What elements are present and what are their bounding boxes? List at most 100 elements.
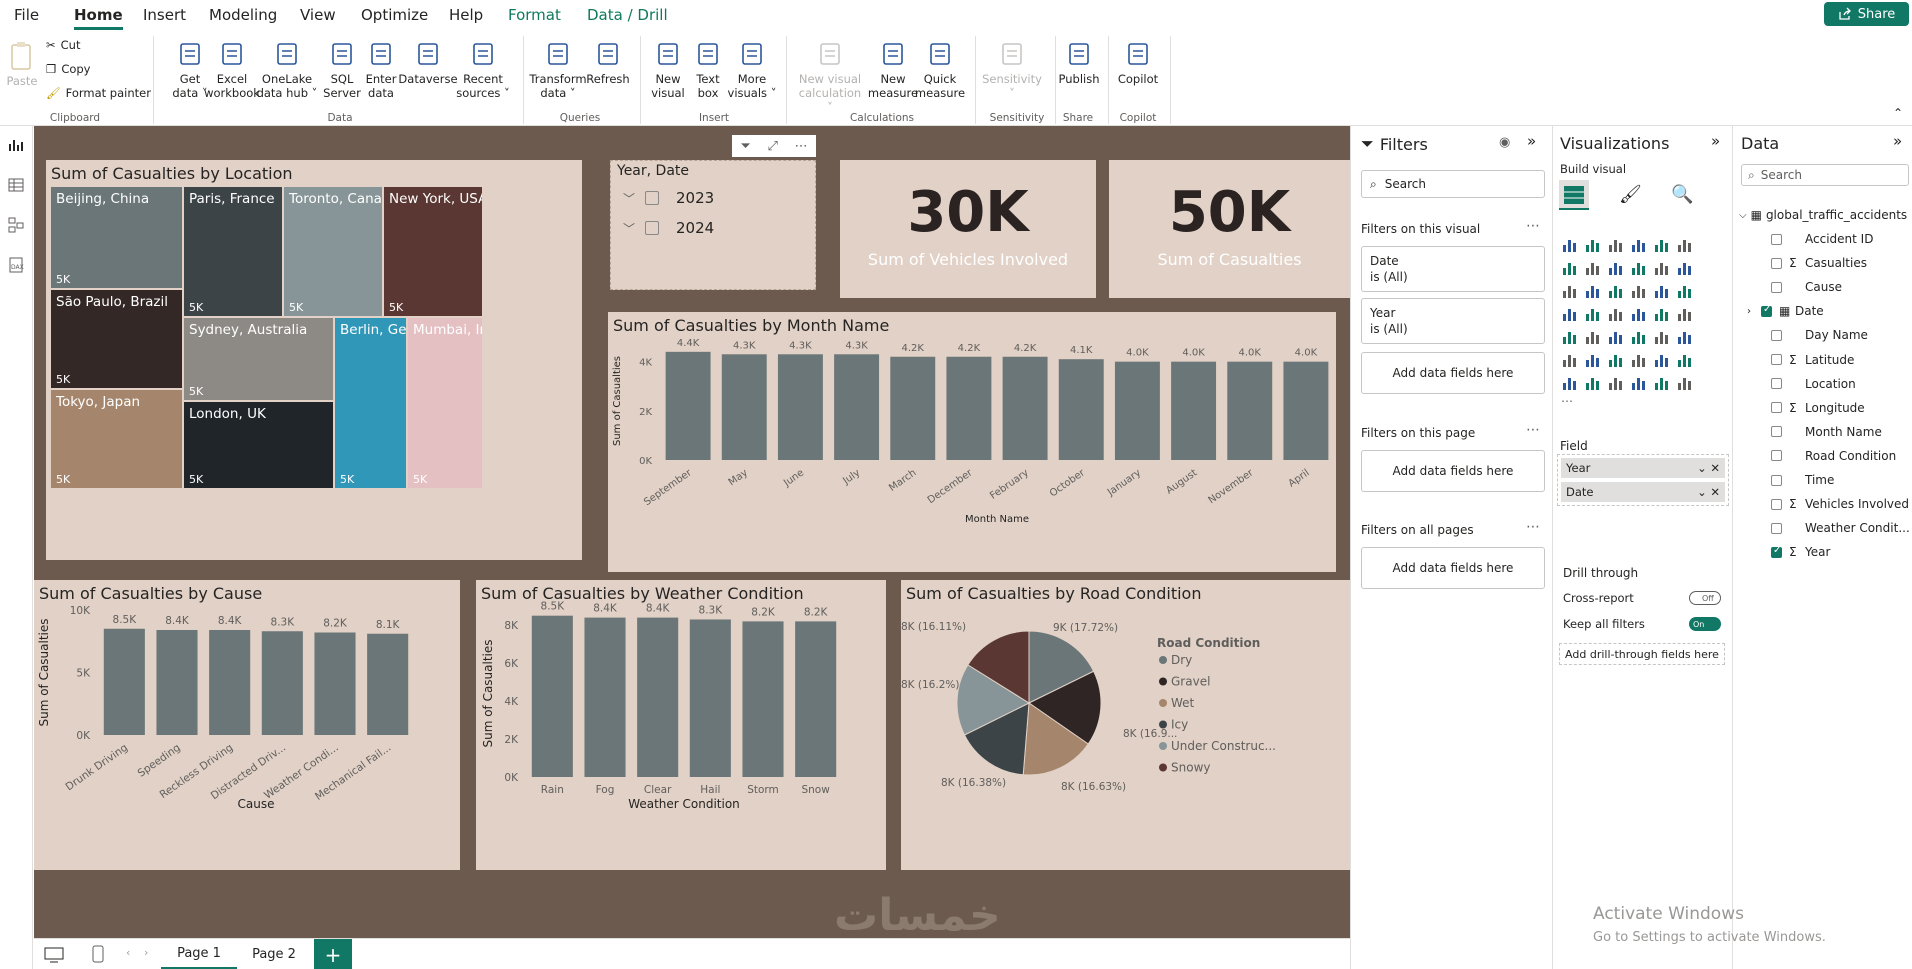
menu-format[interactable]: Format (508, 6, 561, 24)
bar[interactable] (777, 354, 823, 460)
bar[interactable] (1058, 359, 1104, 460)
field-checkbox[interactable] (1771, 233, 1782, 245)
year-date-slicer[interactable]: Year, Date ﹀ 2023 ﹀ 2024 (610, 160, 816, 290)
visual-type-icon[interactable] (1584, 374, 1602, 392)
field-checkbox[interactable] (1771, 498, 1782, 510)
field-checkbox[interactable] (1771, 426, 1782, 438)
field-checkbox[interactable] (1771, 545, 1782, 558)
cross-report-toggle[interactable]: Off (1689, 591, 1721, 605)
ribbon-button[interactable]: Transform data ˅ (526, 38, 590, 100)
ribbon-button[interactable]: Recent sources ˅ (451, 38, 515, 100)
data-field[interactable]: Σ Longitude (1771, 401, 1865, 415)
menu-optimize[interactable]: Optimize (361, 6, 429, 24)
visual-type-icon[interactable] (1630, 236, 1648, 254)
visual-type-icon[interactable] (1561, 351, 1579, 369)
bar[interactable] (156, 630, 198, 735)
build-visual-tab[interactable] (1559, 180, 1589, 210)
menu-file[interactable]: File (14, 6, 40, 24)
bar[interactable] (584, 617, 626, 777)
treemap-tile[interactable]: Sydney, Australia 5K (183, 317, 334, 401)
bar[interactable] (946, 356, 992, 460)
visual-type-icon[interactable] (1607, 351, 1625, 369)
visual-type-icon[interactable] (1676, 374, 1694, 392)
checkbox[interactable] (645, 191, 660, 205)
visual-type-icon[interactable] (1653, 328, 1671, 346)
visual-type-icon[interactable] (1653, 351, 1671, 369)
data-field[interactable]: Month Name (1771, 425, 1882, 439)
desktop-layout-icon[interactable] (44, 947, 64, 963)
visual-type-icon[interactable] (1653, 305, 1671, 323)
table-view-icon[interactable] (7, 176, 25, 194)
bar[interactable] (261, 631, 303, 735)
bar[interactable] (1227, 361, 1273, 460)
date-filter-card[interactable]: Date is (All) (1361, 246, 1545, 292)
slicer-item[interactable]: ﹀ 2023 (623, 189, 714, 207)
field-checkbox[interactable] (1761, 304, 1772, 317)
visual-type-icon[interactable] (1584, 236, 1602, 254)
bar[interactable] (1114, 361, 1160, 460)
next-page-icon[interactable]: › (144, 946, 149, 959)
data-field[interactable]: Σ Latitude (1771, 353, 1854, 367)
visual-type-icon[interactable] (1630, 305, 1648, 323)
mobile-layout-icon[interactable] (92, 945, 104, 963)
menu-help[interactable]: Help (449, 6, 484, 24)
field-checkbox[interactable] (1771, 329, 1782, 341)
visual-type-icon[interactable] (1630, 351, 1648, 369)
filter-icon[interactable]: ⏷ (740, 138, 751, 154)
bar[interactable] (665, 351, 711, 460)
visual-type-icon[interactable] (1561, 236, 1579, 254)
collapse-pane-icon[interactable]: » (1893, 132, 1903, 150)
legend-item[interactable]: Dry (1171, 653, 1192, 667)
more-visuals-icon[interactable]: ⋯ (1561, 394, 1573, 408)
field-checkbox[interactable] (1771, 378, 1782, 390)
bar[interactable] (1283, 361, 1329, 460)
field-checkbox[interactable] (1771, 402, 1782, 414)
visual-type-icon[interactable] (1630, 259, 1648, 277)
data-field[interactable]: Cause (1771, 280, 1842, 294)
menu-home[interactable]: Home (74, 6, 123, 30)
add-all-filter-well[interactable]: Add data fields here (1361, 547, 1545, 589)
keep-filters-toggle[interactable]: On (1689, 617, 1721, 631)
treemap-tile[interactable]: Tokyo, Japan 5K (50, 389, 183, 489)
field-checkbox[interactable] (1771, 257, 1782, 269)
pie-slice[interactable] (1022, 702, 1089, 776)
chevron-down-icon[interactable]: ﹀ (623, 191, 636, 206)
data-field[interactable]: Time (1771, 473, 1834, 487)
year-filter-card[interactable]: Year is (All) (1361, 298, 1545, 344)
visual-type-icon[interactable] (1676, 328, 1694, 346)
dax-query-icon[interactable]: DAX (7, 256, 25, 274)
chevron-right-icon[interactable]: › (1747, 305, 1751, 317)
field-well[interactable]: Year ⌄ ✕ Date ⌄ ✕ (1557, 454, 1729, 506)
slicer-item[interactable]: ﹀ 2024 (623, 219, 714, 237)
collapse-pane-icon[interactable]: » (1711, 132, 1721, 150)
ribbon-button[interactable]: New visual calculation ˅ (798, 38, 862, 114)
model-view-icon[interactable] (7, 216, 25, 234)
bar[interactable] (795, 621, 837, 777)
add-drill-through-well[interactable]: Add drill-through fields here (1559, 643, 1725, 665)
table-node[interactable]: ⌵ ▦ global_traffic_accidents (1739, 208, 1907, 222)
visual-type-icon[interactable] (1653, 282, 1671, 300)
data-field[interactable]: Weather Condit... (1771, 521, 1910, 535)
treemap-tile[interactable]: London, UK 5K (183, 401, 334, 489)
visual-type-icon[interactable] (1653, 236, 1671, 254)
bar[interactable] (637, 617, 679, 777)
field-checkbox[interactable] (1771, 281, 1782, 293)
visual-type-icon[interactable] (1676, 305, 1694, 323)
menu-insert[interactable]: Insert (143, 6, 187, 24)
cut-button[interactable]: ✂ Cut (46, 38, 80, 52)
page-tab-2[interactable]: Page 2 (252, 947, 296, 962)
pie-slice[interactable] (967, 630, 1030, 704)
more-options-icon[interactable]: ⋯ (794, 138, 808, 154)
visual-type-icon[interactable] (1561, 305, 1579, 323)
ribbon-button[interactable]: Dataverse (396, 38, 460, 86)
visual-type-icon[interactable] (1584, 328, 1602, 346)
ribbon-button[interactable]: Publish (1047, 38, 1111, 86)
visual-type-icon[interactable] (1607, 328, 1625, 346)
report-view-icon[interactable] (7, 136, 25, 154)
cause-bar-chart[interactable]: Sum of Casualties by Cause 0K 5K 10K 8.5K Dr… (34, 580, 460, 870)
visual-type-icon[interactable] (1607, 374, 1625, 392)
ribbon-button[interactable]: More visuals ˅ (720, 38, 784, 100)
copy-button[interactable]: ❐ Copy (46, 62, 90, 76)
add-page-button[interactable]: + (314, 939, 352, 969)
ribbon-button[interactable]: Text box (676, 38, 740, 100)
